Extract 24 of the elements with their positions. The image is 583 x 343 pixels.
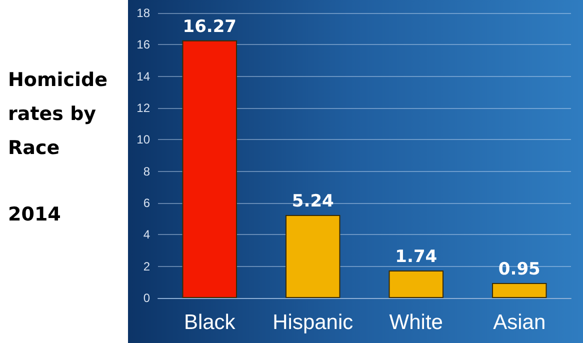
text: 2014 [8, 204, 61, 226]
data-label: 5.24 [292, 192, 334, 212]
x-tick-label: White [389, 311, 443, 334]
y-tick-label: 2 [143, 259, 150, 274]
x-tick-label: Black [184, 311, 236, 334]
bar [388, 270, 444, 298]
x-tick-label: Hispanic [272, 311, 354, 334]
y-tick-label: 6 [143, 196, 150, 210]
bar [492, 282, 547, 298]
y-tick-label: 8 [143, 164, 150, 178]
y-tick-label: 4 [143, 228, 150, 242]
bar [182, 40, 237, 298]
y-tick-label: 16 [136, 38, 150, 52]
y-tick-label: 18 [136, 6, 150, 20]
y-tick-label: 0 [143, 291, 150, 305]
text: Homicide rates by Race [8, 69, 114, 159]
data-label: 1.74 [395, 246, 438, 267]
y-tick-label: 12 [136, 101, 150, 115]
data-label: 0.95 [498, 259, 540, 280]
y-tick-label: 14 [136, 69, 150, 84]
y-tick-label: 10 [136, 132, 150, 147]
bar [286, 215, 340, 298]
x-tick-label: Asian [493, 311, 546, 334]
data-label: 16.27 [182, 16, 237, 37]
